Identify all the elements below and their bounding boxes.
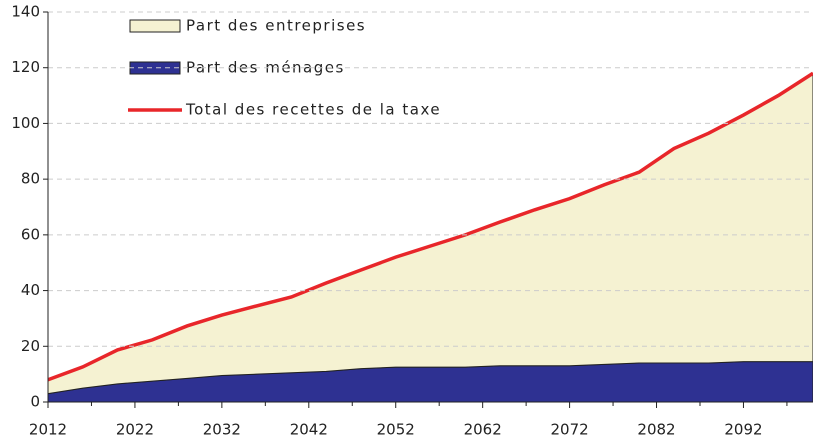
x-tick-label: 2092 <box>724 421 762 439</box>
legend-label: Part des entreprises <box>186 17 366 35</box>
total-line <box>47 71 813 382</box>
legend-label: Total des recettes de la taxe <box>185 101 441 119</box>
legend-swatch <box>129 19 181 33</box>
legend-swatch <box>129 61 181 75</box>
x-tick-label: 2012 <box>29 421 67 439</box>
x-tick-label: 2062 <box>464 421 502 439</box>
y-tick-label: 100 <box>11 114 40 132</box>
y-tick-label: 40 <box>21 281 40 299</box>
y-tick-label: 80 <box>21 170 40 188</box>
y-tick-label: 120 <box>11 58 40 76</box>
y-tick-label: 60 <box>21 225 40 243</box>
x-tick-label: 2032 <box>203 421 241 439</box>
y-tick-label: 140 <box>11 3 40 21</box>
y-tick-label: 0 <box>30 393 40 411</box>
x-tick-label: 2042 <box>290 421 328 439</box>
plot-area <box>47 71 813 403</box>
y-tick-label: 20 <box>21 337 40 355</box>
x-tick-label: 2082 <box>637 421 675 439</box>
x-tick-label: 2022 <box>116 421 154 439</box>
x-tick-label: 2072 <box>550 421 588 439</box>
x-tick-label: 2052 <box>377 421 415 439</box>
area <box>47 72 813 395</box>
